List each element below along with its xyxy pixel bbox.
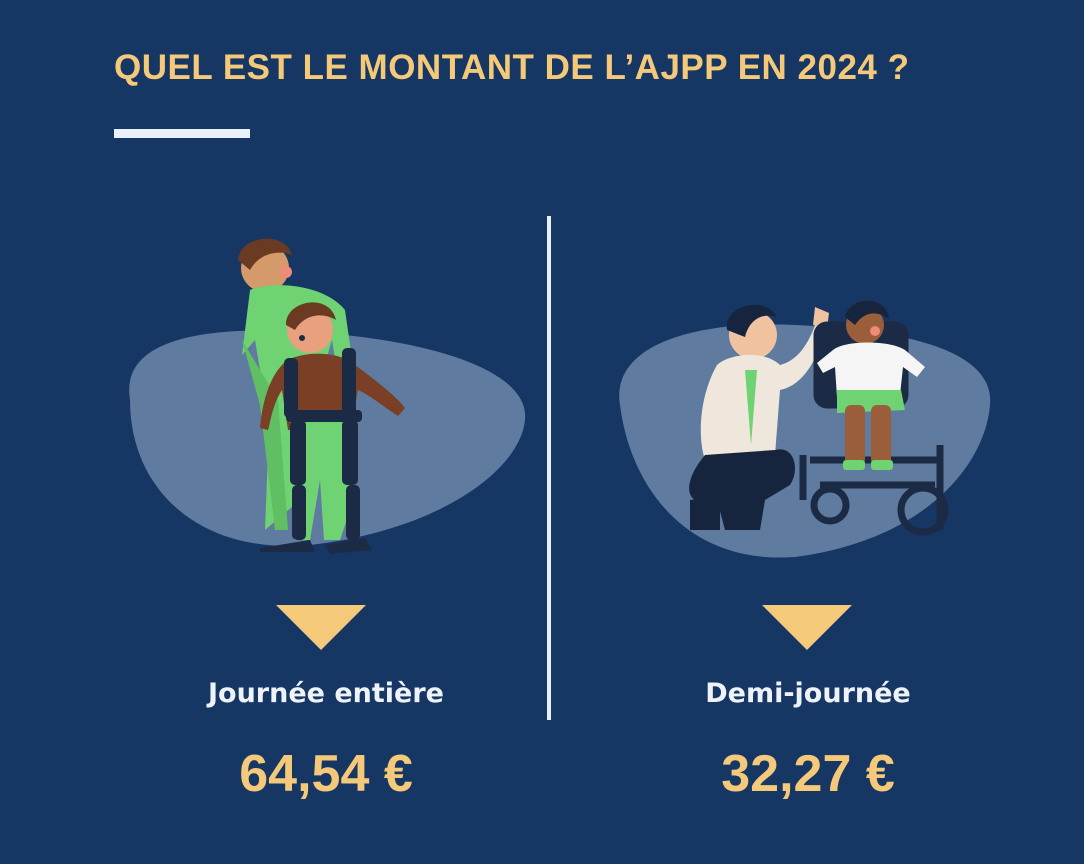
vertical-divider [547,216,551,720]
caregiver-exoskeleton-illustration [129,238,526,554]
option-amount-half-day: 32,27 € [721,745,895,803]
down-arrow-icon [762,605,852,650]
exoskeleton [260,348,372,554]
down-arrow-icon [276,605,366,650]
title-underline [114,129,250,138]
option-label-full-day: Journée entière [207,678,444,709]
wheelchair-high-five-illustration [619,300,991,558]
option-amount-full-day: 64,54 € [239,745,413,803]
child-in-wheelchair [817,300,925,470]
page-title: QUEL EST LE MONTANT DE L’AJPP EN 2024 ? [114,48,910,87]
option-label-half-day: Demi-journée [705,678,911,709]
